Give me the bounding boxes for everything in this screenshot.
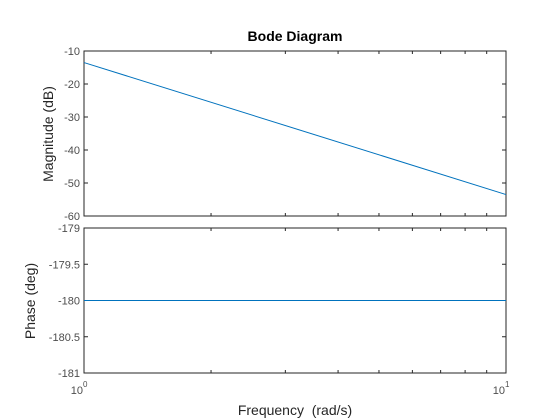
phase-y-label: Phase (deg) <box>22 263 38 339</box>
y-tick-label: -180.5 <box>49 332 80 344</box>
phase-y-ticks: -181 -180.5 -180 -179.5 -179 <box>49 223 506 380</box>
y-tick-label: -40 <box>64 145 80 157</box>
y-tick-label: -60 <box>64 211 80 223</box>
y-tick-label: -181 <box>58 368 80 380</box>
x-tick-label: 100 <box>71 380 88 397</box>
x-axis-label: Frequency (rad/s) <box>238 402 352 418</box>
x-tick-exponent: 1 <box>505 380 510 389</box>
y-tick-label: -10 <box>64 46 80 58</box>
y-tick-label: -180 <box>58 296 80 308</box>
x-tick-label: 101 <box>493 380 510 397</box>
y-tick-label: -20 <box>64 79 80 91</box>
y-tick-label: -30 <box>64 112 80 124</box>
magnitude-y-label: Magnitude (dB) <box>40 86 56 182</box>
x-tick-exponent: 0 <box>83 380 88 389</box>
y-tick-label: -179.5 <box>49 259 80 271</box>
phase-x-ticks <box>83 228 507 373</box>
chart-title: Bode Diagram <box>248 28 343 44</box>
y-tick-label: -50 <box>64 178 80 190</box>
magnitude-x-ticks <box>83 51 507 216</box>
x-tick-base: 10 <box>493 385 505 397</box>
y-tick-label: -179 <box>58 223 80 235</box>
magnitude-y-ticks: -60 -50 -40 -30 -20 -10 <box>64 46 506 223</box>
magnitude-axes-frame <box>83 50 507 217</box>
magnitude-series-line <box>83 62 507 196</box>
x-tick-base: 10 <box>71 385 83 397</box>
